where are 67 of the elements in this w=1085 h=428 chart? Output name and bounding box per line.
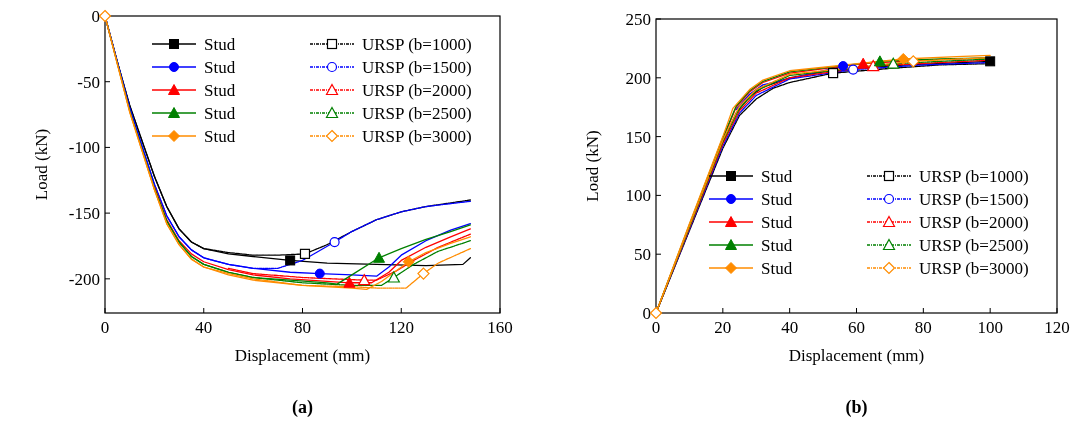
point [285,255,296,266]
legend-label: URSP (b=1500) [362,57,472,77]
legend-label: URSP (b=3000) [919,258,1029,278]
legend-label: Stud [761,166,793,186]
legend-label: Stud [204,103,236,123]
x-axis-title: Displacement (mm) [788,346,925,365]
x-tick-label: 80 [294,318,311,337]
y-tick-label: 0 [642,303,651,323]
legend-label: Stud [761,258,793,278]
y-tick-label: -150 [68,204,100,224]
legend-label: URSP (b=2000) [362,80,472,100]
y-tick-label: 0 [91,6,100,26]
y-axis-title: Load (kN) [32,128,51,201]
y-tick-label: -50 [77,72,100,92]
x-axis-title: Displacement (mm) [234,346,371,365]
y-tick-label: 200 [625,68,651,88]
point [857,57,870,69]
point [329,236,340,248]
legend-label: Stud [761,189,793,209]
point [417,267,430,280]
x-tick-label: 60 [848,318,865,337]
point [314,268,325,279]
y-tick-label: 50 [634,245,651,265]
legend-label: URSP (b=2000) [919,212,1029,232]
legend-label: URSP (b=1000) [362,34,472,54]
point [828,68,839,79]
point [373,251,386,263]
x-tick-label: 160 [487,318,513,337]
y-tick-label: 150 [625,127,651,147]
legend-label: Stud [204,80,236,100]
point [358,274,371,286]
legend-label: URSP (b=2500) [362,103,472,123]
point [299,248,311,259]
x-tick-label: 20 [714,318,732,337]
point [402,255,415,268]
point [838,61,849,72]
y-tick-label: 100 [625,186,651,206]
point [848,64,859,75]
x-tick-label: 120 [388,318,414,337]
legend-label: URSP (b=1500) [919,189,1029,209]
y-tick-label: -100 [68,138,100,158]
text: (a) [292,397,313,418]
point [897,52,910,65]
text: (b) [845,397,868,418]
legend-label: URSP (b=2500) [919,235,1029,255]
y-tick-label: 250 [625,9,651,29]
point [985,56,996,67]
y-tick-label: -200 [68,269,100,289]
legend-label: Stud [204,57,236,77]
legend-label: Stud [204,126,236,146]
x-tick-label: 40 [781,318,799,337]
x-tick-label: 120 [1044,318,1070,337]
legend-label: Stud [761,212,793,232]
x-tick-label: 40 [195,318,213,337]
point [873,55,886,67]
point [887,57,900,69]
x-tick-label: 100 [977,318,1003,337]
y-axis-title: Load (kN) [583,130,602,202]
point [907,55,920,68]
point [867,59,880,72]
legend-label: Stud [761,235,793,255]
point [387,271,400,283]
x-tick-label: 80 [914,318,932,337]
point [343,276,356,288]
legend-label: URSP (b=3000) [362,126,472,146]
legend-label: URSP (b=1000) [919,166,1029,186]
legend-label: Stud [204,34,236,54]
